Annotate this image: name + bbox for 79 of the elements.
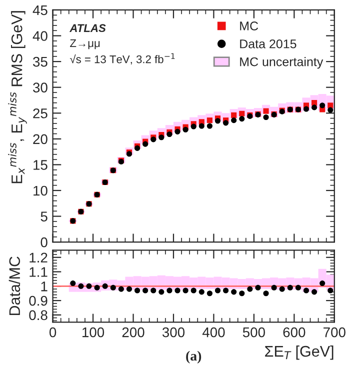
point [328,288,334,294]
x-tick-label: 700 [324,327,346,338]
point [295,284,301,290]
point [312,289,318,295]
y-axis-title: Data/MC [8,256,20,316]
point [231,289,237,295]
x-axis-title: ΣE$_{T}$ [GeV] [265,346,334,360]
point [134,288,140,294]
point [190,124,196,130]
x-tick-label: 600 [283,327,306,338]
annotation: √s = 13 TeV, 3.2 fb$^{−1}$ [70,53,175,65]
x-tick-label: 500 [242,327,265,338]
y-axis-title: E$_{x}$$^{miss}$, E$_{y}$$^{miss}$ RMS [GeV] [8,11,27,184]
x-tick-label: 200 [122,327,144,338]
legend-label: MC uncertainty [240,57,324,69]
point [150,288,156,294]
point [158,289,164,295]
text: (a) [186,350,202,364]
point [70,280,76,286]
point [158,134,164,140]
point [312,104,318,110]
legend-label: Data 2015 [240,39,296,48]
point [239,116,245,122]
point [166,131,172,138]
annotation: ATLAS [69,24,106,32]
point [206,123,212,129]
point [303,106,310,112]
point [214,288,221,294]
x-tick-label: 100 [82,327,104,338]
point [320,280,326,286]
point [190,288,196,294]
y-tick-label: 10 [34,186,48,196]
point [198,289,204,295]
point [263,290,269,296]
point [182,288,188,294]
y-tick-label: 1.2 [30,252,48,262]
point [255,284,261,290]
legend-label: MC [240,22,258,30]
y-tick-label: 20 [33,134,48,144]
point [198,123,204,129]
point [287,284,293,290]
x-tick-label: 0 [49,327,56,338]
point [206,290,212,296]
y-tick-label: 30 [33,82,48,92]
point [174,128,180,134]
y-tick-label: 35 [33,56,48,67]
y-tick-label: 5 [40,212,48,222]
y-tick-label: 0 [40,237,48,248]
point [263,114,269,120]
point [142,288,148,294]
point [239,290,245,296]
point [166,288,172,294]
point [126,286,132,292]
annotation: Z→μμ [70,39,100,50]
point [86,283,92,289]
point [174,288,180,294]
y-tick-label: 0.9 [29,296,48,306]
y-tick-label: 45 [32,5,48,16]
point [214,118,221,124]
y-tick-label: 1.1 [30,267,48,277]
y-tick-label: 0.8 [29,310,48,320]
point [271,284,277,290]
x-tick-label: 400 [202,327,225,338]
point [279,286,285,292]
y-tick-label: 1 [41,282,48,292]
point [239,110,245,116]
point [231,118,237,124]
point [328,107,334,113]
point [247,286,253,292]
y-tick-label: 15 [34,160,48,170]
point [182,126,188,132]
y-tick-label: 25 [33,108,48,118]
x-tick-label: 300 [162,327,185,338]
point [118,286,124,292]
point [223,120,229,126]
y-tick-label: 40 [32,31,48,41]
point [303,288,310,294]
point [223,288,229,294]
point [142,141,148,147]
